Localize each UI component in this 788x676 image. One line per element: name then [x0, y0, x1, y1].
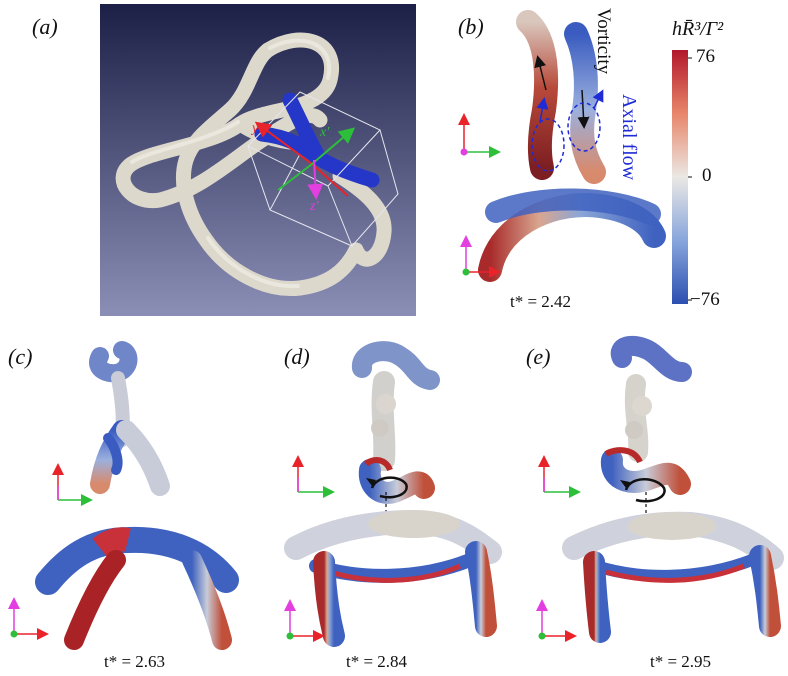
- axis-label-z: z′: [309, 199, 319, 214]
- panel-label-c: (c): [8, 344, 33, 369]
- vorticity-annotation: Vorticity: [593, 8, 614, 75]
- time-label-c: t* = 2.63: [104, 652, 166, 671]
- panel-label-b: (b): [458, 14, 484, 39]
- panel-d-render: [284, 341, 502, 647]
- panel-e-render: [536, 335, 784, 643]
- axis-label-x: x′: [319, 125, 330, 140]
- colorbar-min-label: −76: [690, 289, 720, 310]
- panel-label-e: (e): [526, 344, 551, 369]
- colorbar-max-label: 76: [696, 46, 715, 67]
- colorbar-gradient: [672, 50, 688, 304]
- time-label-e: t* = 2.95: [650, 652, 712, 671]
- time-label-b: t* = 2.42: [510, 292, 572, 311]
- colorbar-zero-label: 0: [702, 165, 712, 186]
- panel-a-render: y′ x′ z′: [100, 4, 416, 316]
- colorbar-title: hR̄³/Γ²: [672, 18, 724, 40]
- panel-c-render: [7, 341, 239, 650]
- panel-label-a: (a): [32, 14, 58, 39]
- panel-label-d: (d): [284, 344, 310, 369]
- panel-b-render: [458, 10, 666, 282]
- axis-label-y: y′: [250, 121, 262, 136]
- time-label-d: t* = 2.84: [346, 652, 408, 671]
- axial-flow-annotation: Axial flow: [618, 94, 640, 181]
